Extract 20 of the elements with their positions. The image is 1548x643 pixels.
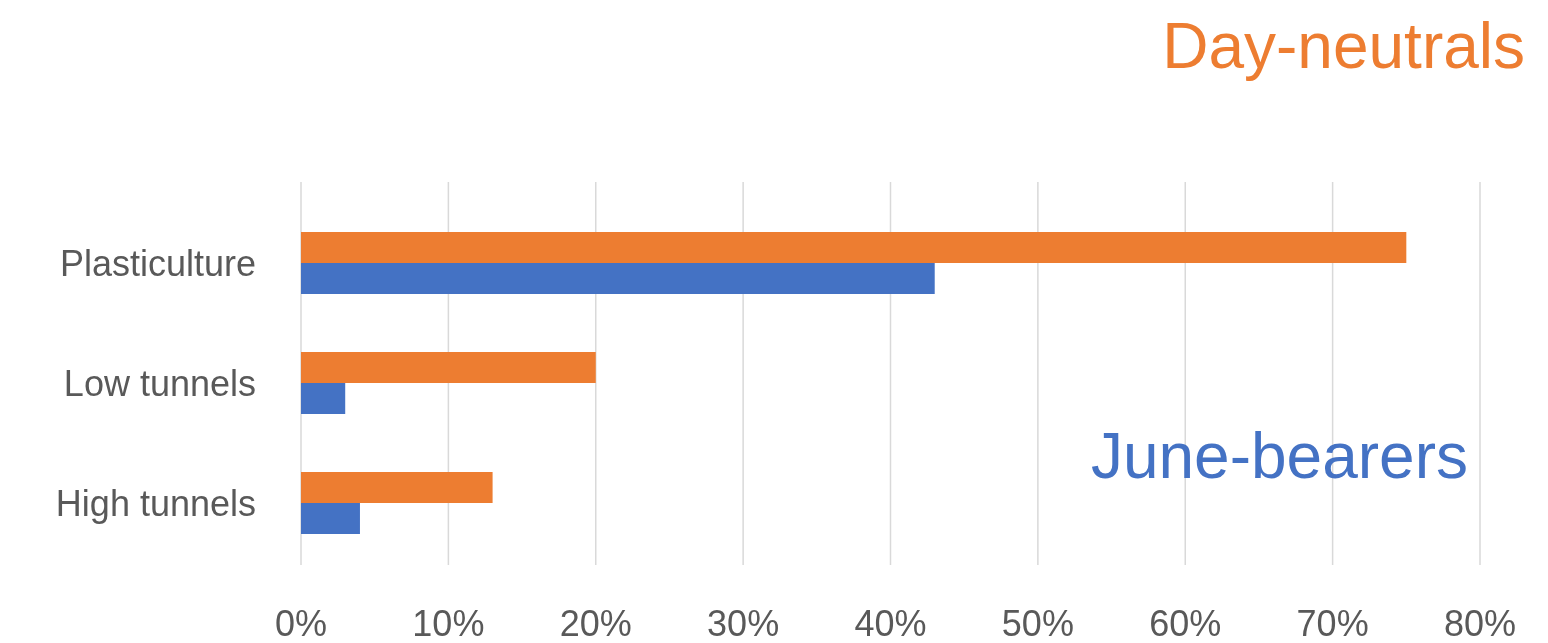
x-tick-label: 20% <box>559 603 632 643</box>
bar <box>301 352 596 383</box>
text: June-bearers <box>1090 420 1468 492</box>
x-tick-label: 80% <box>1443 603 1517 643</box>
y-tick-label: Low tunnels <box>63 362 256 404</box>
bar <box>301 263 935 294</box>
bar <box>301 232 1407 263</box>
x-tick-label: 40% <box>854 603 927 643</box>
x-tick-label: 50% <box>1001 603 1074 643</box>
x-tick-label: 60% <box>1149 603 1222 643</box>
x-tick-label: 10% <box>412 603 485 643</box>
y-tick-label: High tunnels <box>55 482 256 524</box>
x-tick-label: 70% <box>1296 603 1369 643</box>
text: Day-neutrals <box>1162 10 1525 82</box>
y-tick-label: Plasticulture <box>59 242 256 284</box>
bar <box>301 383 346 414</box>
bar <box>301 472 493 503</box>
x-tick-label: 30% <box>707 603 780 643</box>
x-tick-label: 0% <box>274 603 328 643</box>
bar <box>301 503 360 534</box>
